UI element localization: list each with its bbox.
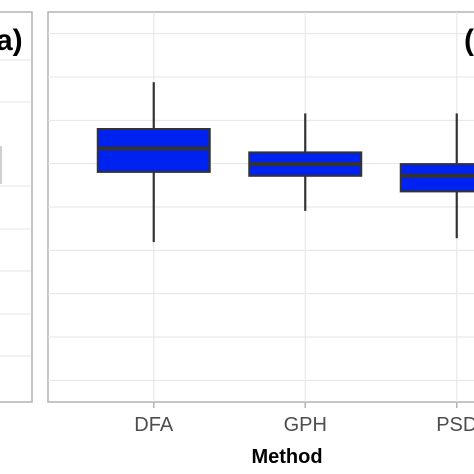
left-panel-gridlines	[0, 59, 31, 357]
box-dfa	[96, 82, 211, 243]
x-tick-labels: DFA GPH PSD	[134, 402, 474, 436]
main-panel: (	[47, 11, 474, 403]
boxes-layer	[96, 82, 474, 243]
left-panel-box-fragment	[0, 146, 2, 184]
right-panel-label: (	[464, 24, 474, 57]
x-tick-label-gph: GPH	[284, 414, 327, 436]
left-panel: a)	[0, 11, 33, 403]
left-panel-label: a)	[0, 24, 23, 57]
x-axis-title: Method	[251, 446, 322, 468]
box-gph	[248, 113, 363, 211]
left-panel-frame	[0, 11, 33, 403]
box-psd	[399, 113, 474, 239]
x-tick-label-psd: PSD	[436, 414, 474, 436]
x-tick-label-dfa: DFA	[134, 414, 174, 436]
